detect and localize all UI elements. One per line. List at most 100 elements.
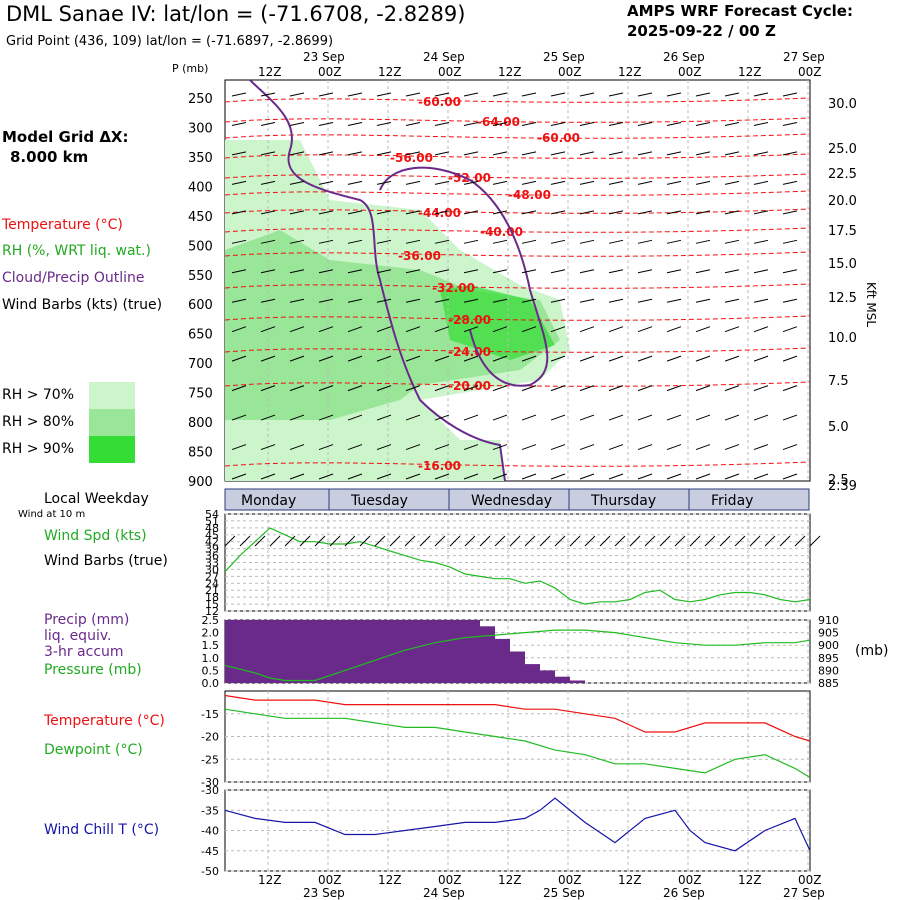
- wind-barb: [753, 269, 769, 274]
- bottom-date-label: 23 Sep: [303, 886, 345, 900]
- wind-barb: [463, 326, 479, 333]
- surface-wind-barb: [344, 535, 356, 547]
- windspd-tick-label: 54: [205, 508, 219, 521]
- wind-barb: [666, 121, 682, 126]
- wind-barb: [521, 269, 537, 274]
- wind-barb: [521, 414, 537, 421]
- wind-barb: [376, 151, 392, 156]
- wind-barb: [550, 355, 566, 362]
- windspd-line: [224, 527, 811, 605]
- surface-wind-barb: [629, 535, 641, 547]
- wind-barb: [550, 298, 566, 303]
- kft-tick-label: 15.0: [828, 257, 857, 272]
- precip-bar: [360, 620, 375, 683]
- surface-wind-barb: [284, 535, 296, 547]
- precip-bar: [405, 620, 420, 683]
- temperature-contour: [224, 381, 811, 387]
- precip-bar: [420, 620, 435, 683]
- surface-wind-barb: [734, 535, 746, 547]
- precip-bar: [540, 670, 555, 683]
- kft-tick-label: 7.5: [828, 374, 849, 389]
- wind-barb: [434, 180, 450, 185]
- precip-bar: [555, 676, 570, 683]
- temperature-contour: [224, 173, 811, 179]
- wind-barb: [231, 326, 247, 333]
- temperature-contour-label: -20.00: [448, 379, 491, 393]
- wind-barb: [724, 92, 740, 97]
- wind-barb: [492, 210, 508, 215]
- wind-barb: [521, 355, 537, 362]
- wind-barb: [695, 355, 711, 362]
- precip-label-2: liq. equiv.: [44, 628, 112, 644]
- wind-barb: [347, 269, 363, 274]
- wind-barb: [782, 92, 798, 97]
- pressure-tick-label: 900: [818, 639, 839, 652]
- wind-barb: [579, 239, 595, 244]
- wind-barb: [521, 210, 537, 215]
- wind-barb: [289, 355, 305, 362]
- wind-barb: [695, 92, 711, 97]
- wind-barb: [782, 444, 798, 451]
- pressure-tick-label: 895: [818, 652, 839, 665]
- dewpoint-line: [224, 708, 811, 779]
- swatch-rh70: [89, 382, 135, 409]
- wind-barb: [695, 414, 711, 421]
- temperature-contour: [224, 133, 811, 139]
- wind-barb: [231, 151, 247, 156]
- surface-wind-barb: [674, 535, 686, 547]
- wind-barb: [695, 121, 711, 126]
- wind-barb: [579, 180, 595, 185]
- wind-barb: [347, 298, 363, 303]
- wind-barb: [753, 473, 769, 480]
- surface-wind-barb: [254, 535, 266, 547]
- wind-barb: [405, 180, 421, 185]
- surface-wind-barb: [464, 535, 476, 547]
- top-time-tick: 00Z: [558, 65, 582, 79]
- cloud-outline: [379, 166, 549, 387]
- wind-barb: [550, 210, 566, 215]
- precip-bar: [240, 620, 255, 683]
- kft-tick-label: 2.5: [828, 473, 849, 488]
- wind-barb: [753, 180, 769, 185]
- forecast-cycle-date: 2025-09-22 / 00 Z: [627, 22, 776, 40]
- wind-barb: [434, 473, 450, 480]
- surface-wind-barb: [239, 535, 251, 547]
- kft-tick-label: 2.39: [828, 479, 857, 494]
- wind-barb: [666, 355, 682, 362]
- wind-barb: [579, 298, 595, 303]
- surface-wind-barb: [269, 535, 281, 547]
- precip-bar: [330, 620, 345, 683]
- temperature-contour: [224, 227, 811, 233]
- temperature-contour-label: -60.00: [418, 95, 461, 109]
- p-tick-label: 750: [188, 387, 213, 402]
- surface-wind-barb: [554, 535, 566, 547]
- temperature-contour: [224, 315, 811, 321]
- wind-barb: [550, 92, 566, 97]
- surface-wind-barb: [494, 535, 506, 547]
- wind-barb: [231, 385, 247, 392]
- wind-barb: [405, 326, 421, 333]
- bottom-time-tick: 00Z: [438, 873, 462, 887]
- surface-wind-barb: [704, 535, 716, 547]
- surface-wind-barb: [299, 535, 311, 547]
- surface-wind-barb: [419, 535, 431, 547]
- surface-wind-barb: [389, 535, 401, 547]
- windspd-tick-label: 36: [205, 550, 219, 563]
- wind-barb: [753, 121, 769, 126]
- swatch-rh80: [89, 409, 135, 436]
- wind-barb: [782, 151, 798, 156]
- wind-barb: [231, 269, 247, 274]
- wind-barb: [376, 180, 392, 185]
- wind-barb: [289, 385, 305, 392]
- wind-barb: [434, 269, 450, 274]
- precip-bar: [480, 626, 495, 683]
- wind-barb: [637, 414, 653, 421]
- top-time-tick: 00Z: [318, 65, 342, 79]
- wind-barb: [260, 355, 276, 362]
- wind-barb: [434, 298, 450, 303]
- kft-tick-label: 25.0: [828, 142, 857, 157]
- wind-barb: [405, 121, 421, 126]
- weekday-cell: [688, 488, 810, 511]
- wind-barb: [289, 180, 305, 185]
